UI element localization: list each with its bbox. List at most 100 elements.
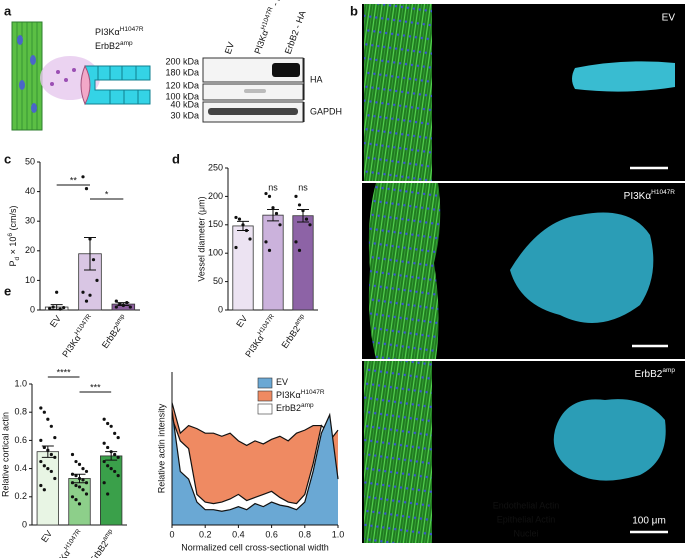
text-part: × 10 — [8, 237, 18, 257]
data-point — [77, 502, 82, 506]
text-part: amp — [120, 40, 133, 47]
text-part: H1047R — [651, 189, 675, 196]
data-point — [81, 478, 85, 482]
data-point — [264, 191, 268, 196]
text-part: H1047R — [301, 389, 325, 396]
data-point — [109, 424, 113, 428]
data-point — [297, 203, 302, 207]
micrographs — [362, 4, 685, 543]
data-point — [48, 306, 52, 311]
data-point — [294, 194, 298, 198]
text-part: d — [14, 257, 21, 261]
y-tick-label: 50 — [213, 276, 223, 286]
bar — [262, 214, 284, 311]
text-part: amp — [101, 528, 114, 543]
y-axis-label: Relative actin intensity — [156, 403, 166, 493]
x-tick-label: PI3KαH1047R — [60, 313, 97, 359]
data-point — [114, 299, 118, 303]
marker-label: 40 kDa — [170, 99, 199, 109]
text-part: 6 — [7, 233, 14, 237]
data-point — [113, 431, 117, 435]
text-part: amp — [301, 402, 314, 409]
area-line — [171, 417, 339, 505]
data-point — [39, 406, 43, 410]
data-point — [70, 495, 75, 499]
data-point — [116, 435, 120, 440]
legend-label: ErbB2amp — [276, 402, 314, 413]
data-point — [81, 488, 85, 492]
data-point — [109, 467, 113, 471]
y-tick-label: 100 — [208, 248, 223, 258]
data-point — [88, 293, 92, 297]
data-point — [81, 290, 85, 294]
text-part: PI3Kα — [276, 390, 301, 400]
data-point — [70, 472, 75, 476]
data-point — [244, 228, 249, 233]
data-point — [74, 474, 78, 478]
data-point — [62, 306, 66, 310]
lane-label: PI3KαH1047R - HA — [252, 0, 286, 55]
text-part: EV — [276, 377, 288, 387]
x-tick-label: 0 — [169, 529, 174, 539]
area-line — [171, 410, 339, 512]
data-point — [106, 421, 110, 426]
text-part: EV — [39, 529, 54, 545]
text-part: H1047R — [260, 6, 275, 31]
data-point — [125, 301, 129, 305]
lane-label: EV — [223, 41, 237, 56]
data-point — [84, 469, 89, 474]
marker-label: 180 kDa — [165, 67, 199, 77]
text-part: ErbB2 — [280, 324, 303, 350]
text-part: PI3Kα — [61, 333, 83, 359]
data-point — [113, 452, 117, 457]
annotation: ns — [298, 182, 308, 192]
data-point — [77, 476, 82, 481]
text-part: EV — [48, 314, 63, 330]
text-part: H1047R — [74, 313, 94, 337]
y-tick-label: 250 — [208, 162, 223, 172]
area — [172, 410, 338, 525]
data-point — [70, 481, 75, 485]
text-part: H1047R — [120, 26, 144, 33]
data-point — [49, 452, 53, 457]
panel-label: b — [350, 3, 358, 18]
data-point — [116, 474, 120, 478]
text-part: EV — [235, 314, 250, 330]
x-tick-label: 0.2 — [199, 529, 212, 539]
text-part: (cm/s) — [8, 205, 18, 233]
text-part: ErbB2 — [635, 369, 663, 380]
bar — [100, 455, 123, 526]
legend-swatch — [257, 377, 273, 389]
text-part: amp — [662, 367, 675, 374]
data-point — [81, 467, 85, 471]
blot-label: GAPDH — [310, 106, 342, 116]
data-point — [42, 488, 46, 492]
data-point — [39, 459, 43, 464]
data-point — [84, 481, 89, 485]
y-axis-label: Vessel diameter (μm) — [196, 196, 206, 281]
condition-label: ErbB2amp — [635, 367, 676, 379]
data-point — [39, 483, 43, 488]
text-part: H1047R — [63, 528, 83, 552]
data-point — [234, 215, 238, 220]
lane-label: ErbB2 - HA — [283, 9, 308, 55]
y-tick-label: 0.6 — [14, 435, 27, 445]
condition-label: EV — [662, 13, 676, 24]
data-point — [297, 248, 302, 252]
data-point — [84, 299, 89, 303]
y-tick-label: 0.4 — [14, 463, 27, 473]
y-tick-label: 0.2 — [14, 491, 27, 501]
panel-label: d — [172, 151, 180, 166]
text-part: P — [8, 261, 18, 267]
data-point — [88, 237, 92, 241]
data-point — [53, 476, 57, 481]
x-tick-label: ErbB2amp — [87, 528, 118, 558]
y-tick-label: 40 — [25, 186, 35, 196]
text-part: PI3Kα — [95, 27, 120, 37]
data-point — [308, 223, 312, 227]
stain-legend: Epithelial Actin — [497, 514, 556, 524]
data-point — [49, 424, 53, 428]
data-point — [58, 307, 62, 311]
